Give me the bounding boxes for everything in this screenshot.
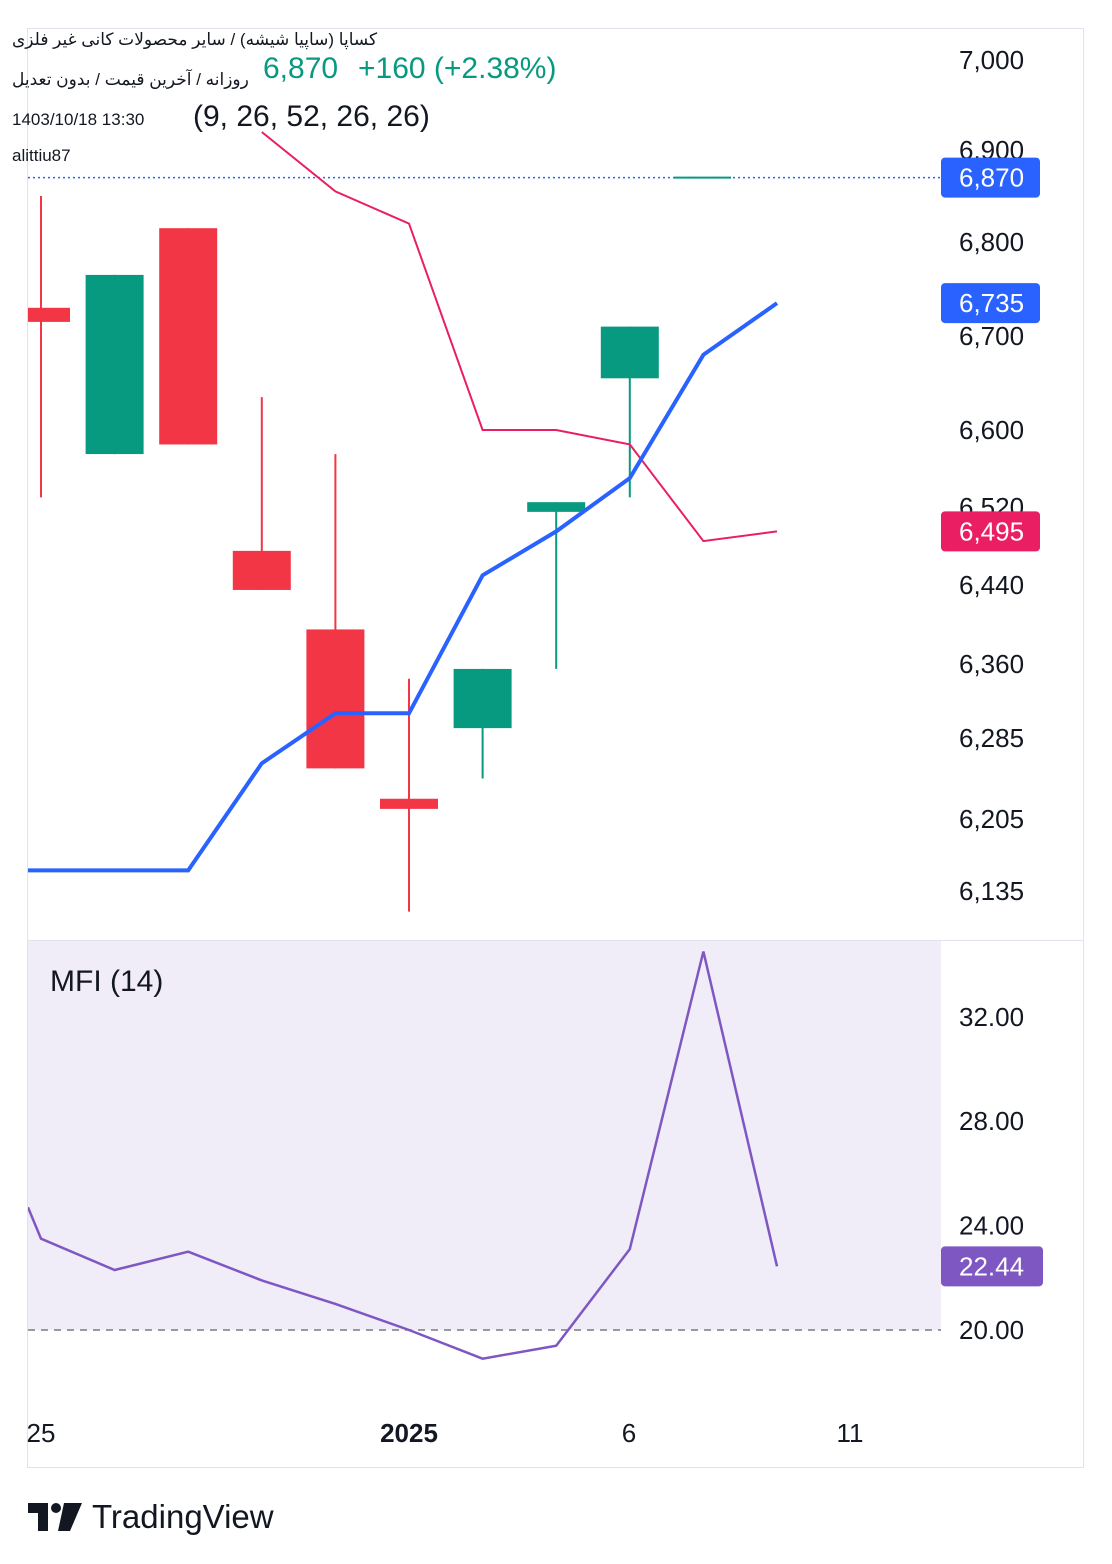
author-name: alittiu87 — [12, 146, 71, 165]
chart-frame — [27, 28, 1084, 1468]
price-axis-label: 6,205 — [959, 804, 1024, 834]
price-badge-bg — [941, 283, 1040, 324]
price-badge: 6,870 — [959, 163, 1024, 193]
price-change: +160 (+2.38%) — [358, 52, 557, 85]
price-axis-label: 6,285 — [959, 723, 1024, 753]
tenkan-sen-line — [28, 301, 779, 873]
mfi-axis-label: 20.00 — [959, 1315, 1024, 1345]
candle-body — [232, 550, 291, 590]
price-axis-label: 6,600 — [959, 415, 1024, 445]
candle-body — [380, 798, 438, 809]
candle-body — [306, 629, 365, 769]
time-axis-label: 2025 — [380, 1418, 438, 1448]
mfi-line — [28, 951, 779, 1360]
timeframe-line: روزانه / آخرین قیمت / بدون تعدیل — [12, 70, 249, 89]
indicator-params[interactable]: (9, 26, 52, 26, 26) — [193, 100, 430, 133]
mfi-badge-bg — [941, 1246, 1043, 1287]
mfi-axis-label: 32.00 — [959, 1002, 1024, 1032]
price-axis-label: 7,000 — [959, 45, 1024, 75]
price-axis-label: 6,800 — [959, 227, 1024, 257]
price-badge-bg — [941, 511, 1040, 552]
mfi-title[interactable]: MFI (14) — [50, 965, 164, 998]
datetime-label: 1403/10/18 13:30 — [12, 110, 145, 129]
price-badge-bg — [941, 157, 1040, 198]
candle-body — [527, 502, 586, 512]
time-axis-label: 6 — [622, 1418, 636, 1448]
kijun-sen-line — [261, 131, 778, 543]
price-badge: 6,735 — [959, 288, 1024, 318]
mfi-pane — [28, 951, 779, 1360]
price-badge: 6,495 — [959, 516, 1024, 546]
price-axis-label: 6,360 — [959, 649, 1024, 679]
tradingview-wordmark: TradingView — [92, 1498, 274, 1535]
price-pane — [28, 131, 941, 912]
tradingview-icon — [28, 1503, 82, 1531]
pane-separator[interactable] — [27, 940, 1084, 941]
candle-body — [28, 307, 70, 322]
mfi-band — [28, 941, 941, 1330]
candle-body — [600, 326, 659, 379]
last-price: 6,870 — [263, 52, 339, 85]
mfi-axis-label: 28.00 — [959, 1106, 1024, 1136]
candle-body — [159, 228, 218, 445]
time-axis-label: 11 — [837, 1418, 864, 1448]
time-axis-label: 25 — [27, 1418, 56, 1448]
price-axis-label: 6,135 — [959, 876, 1024, 906]
candle-body — [85, 274, 144, 455]
tradingview-logo[interactable]: TradingView — [28, 1498, 274, 1536]
price-axis-label: 6,440 — [959, 570, 1024, 600]
mfi-axis-label: 24.00 — [959, 1211, 1024, 1241]
price-axis-label: 6,700 — [959, 321, 1024, 351]
symbol-line: کساپا (ساپیا شیشه) / سایر محصولات کانی غ… — [12, 30, 378, 49]
candle-body — [453, 668, 512, 729]
mfi-badge: 22.44 — [959, 1251, 1024, 1281]
